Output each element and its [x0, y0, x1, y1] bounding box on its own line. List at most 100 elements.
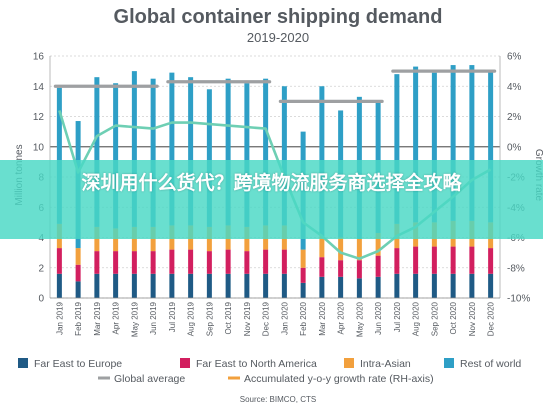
x-tick-label: Dec 2019 — [262, 301, 271, 336]
bar-segment — [225, 78, 231, 226]
legend-label: Rest of world — [460, 358, 521, 370]
bar-segment — [206, 273, 212, 298]
y2-tick-label: 4% — [507, 82, 522, 93]
bar-segment — [113, 273, 119, 298]
bar-segment — [431, 273, 437, 298]
x-tick-label: Apr 2019 — [112, 301, 121, 334]
overlay-banner — [0, 160, 543, 239]
bar-segment — [281, 249, 287, 274]
bar-segment — [375, 255, 381, 277]
bar-segment — [319, 235, 325, 258]
bar-segment — [300, 249, 306, 268]
x-tick-label: Jan 2019 — [55, 301, 64, 334]
y2-tick-label: 0% — [507, 142, 522, 153]
bar-segment — [188, 273, 194, 298]
bar-segment — [113, 251, 119, 274]
bar-segment — [413, 273, 419, 298]
x-tick-label: Jul 2020 — [393, 301, 402, 332]
legend: Far East to Europe Far East to North Amer… — [18, 358, 521, 385]
bar-segment — [375, 232, 381, 256]
legend-label: Accumulated y-o-y growth rate (RH-axis) — [244, 373, 434, 385]
y2-tick-label: -8% — [507, 263, 525, 274]
x-tick-label: Oct 2019 — [224, 301, 233, 334]
y-tick-label: 10 — [33, 142, 45, 153]
y-tick-label: 0 — [38, 294, 44, 305]
x-tick-label: Jun 2019 — [149, 301, 158, 334]
bar-segment — [488, 273, 494, 298]
chart-title: Global container shipping demand — [114, 6, 443, 28]
y2-tick-label: 6% — [507, 52, 522, 63]
bar-segment — [263, 273, 269, 298]
x-tick-label: Dec 2020 — [487, 301, 496, 336]
y2-tick-label: 2% — [507, 112, 522, 123]
bar-segment — [450, 246, 456, 274]
bar-segment — [94, 273, 100, 298]
bar-segment — [169, 273, 175, 298]
legend-label: Intra-Asian — [360, 358, 411, 370]
bar-segment — [394, 74, 400, 224]
bar-segment — [338, 237, 344, 261]
bar-segment — [56, 87, 62, 224]
bar-segment — [338, 260, 344, 277]
bar-segment — [394, 248, 400, 274]
y-tick-label: 16 — [33, 52, 45, 63]
bar-segment — [94, 226, 100, 252]
bar-segment — [413, 66, 419, 223]
bar-segment — [263, 78, 269, 226]
x-tick-label: Feb 2020 — [299, 301, 308, 335]
x-tick-label: Nov 2019 — [243, 301, 252, 336]
y-tick-label: 2 — [38, 263, 44, 274]
x-tick-label: Mar 2019 — [93, 301, 102, 335]
bar-segment — [131, 273, 137, 298]
bar-segment — [206, 251, 212, 274]
x-tick-label: Jan 2020 — [280, 301, 289, 334]
bar-segment — [113, 83, 119, 229]
bar-segment — [113, 228, 119, 252]
bar-segment — [300, 267, 306, 283]
bar-segment — [131, 226, 137, 252]
bar-segment — [356, 260, 362, 279]
chart-subtitle: 2019-2020 — [247, 30, 309, 45]
bar-segment — [244, 273, 250, 298]
legend-label: Global average — [114, 373, 185, 385]
bar-segment — [281, 273, 287, 298]
x-tick-label: Apr 2020 — [337, 301, 346, 334]
bar-segment — [319, 257, 325, 277]
bar-segment — [206, 226, 212, 252]
bar-segment — [450, 273, 456, 298]
x-tick-label: Sep 2019 — [205, 301, 214, 336]
x-tick-label: Nov 2020 — [468, 301, 477, 336]
bar-segment — [488, 69, 494, 223]
bar-segment — [169, 249, 175, 274]
bar-segment — [225, 249, 231, 274]
bar-segment — [244, 226, 250, 252]
bar-segment — [281, 86, 287, 226]
bar-segment — [356, 239, 362, 261]
bar-segment — [75, 264, 81, 282]
x-tick-label: May 2019 — [130, 301, 139, 337]
bar-segment — [150, 273, 156, 298]
bar-segment — [244, 251, 250, 274]
bar-segment — [75, 281, 81, 298]
x-tick-label: Jun 2020 — [374, 301, 383, 334]
x-tick-label: Aug 2019 — [187, 301, 196, 336]
bar-segment — [356, 278, 362, 298]
x-tick-label: Oct 2020 — [449, 301, 458, 334]
bar-segment — [413, 246, 419, 274]
bar-segment — [263, 249, 269, 274]
bar-segment — [469, 246, 475, 274]
bar-segment — [394, 273, 400, 298]
x-tick-label: Mar 2020 — [318, 301, 327, 335]
overlay-text: 深圳用什么货代？跨境物流服务商选择全攻略 — [81, 172, 462, 194]
y-tick-label: 14 — [33, 82, 45, 93]
bar-segment — [469, 273, 475, 298]
bar-segment — [225, 273, 231, 298]
chart-source: Source: BIMCO, CTS — [240, 395, 316, 404]
bar-segment — [56, 273, 62, 298]
bar-segment — [375, 276, 381, 298]
bar-segment — [431, 72, 437, 223]
bar-segment — [150, 251, 156, 274]
bar-segment — [131, 251, 137, 274]
legend-label: Far East to Europe — [34, 358, 122, 370]
bar-segment — [150, 78, 156, 227]
